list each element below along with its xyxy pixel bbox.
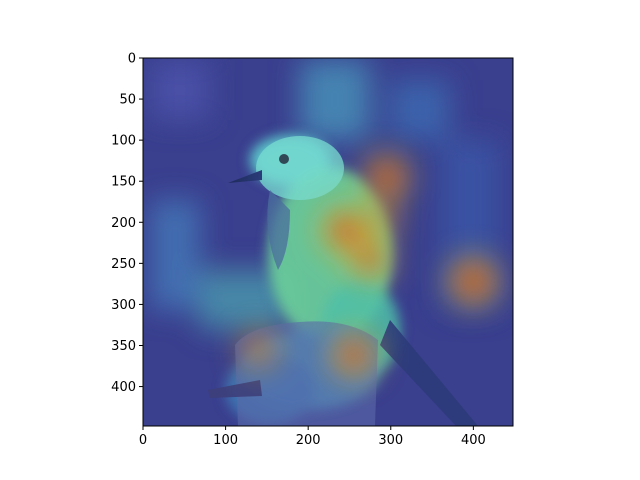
- hotspot-core: [372, 162, 402, 192]
- y-tick-label: 50: [119, 93, 136, 108]
- x-axis: 0 100 200 300 400: [139, 426, 486, 448]
- y-tick-label: 150: [111, 175, 136, 190]
- hotspot-core: [371, 206, 395, 230]
- x-tick-label: 100: [213, 433, 238, 448]
- heatmap-image: [143, 58, 513, 426]
- y-axis: 0 50 100 150 200 250 300 350 400: [111, 52, 143, 395]
- y-tick-label: 350: [111, 339, 136, 354]
- axes-frame: [142, 57, 514, 427]
- y-tick-label: 0: [128, 52, 136, 67]
- y-tick-label: 300: [111, 298, 136, 313]
- hotspot-core: [329, 215, 361, 246]
- y-tick-label: 100: [111, 134, 136, 149]
- x-tick-label: 0: [139, 433, 147, 448]
- hotspot-core: [339, 340, 369, 370]
- y-tick-label: 250: [111, 257, 136, 272]
- x-tick-label: 400: [461, 433, 486, 448]
- hotspot-core: [356, 245, 385, 274]
- hotspot-core: [246, 337, 271, 362]
- heatmap-hotspots: [236, 151, 501, 382]
- y-tick-label: 400: [111, 380, 136, 395]
- x-tick-label: 200: [296, 433, 321, 448]
- y-tick-label: 200: [111, 216, 136, 231]
- hotspot-core: [457, 265, 489, 297]
- x-tick-label: 300: [378, 433, 403, 448]
